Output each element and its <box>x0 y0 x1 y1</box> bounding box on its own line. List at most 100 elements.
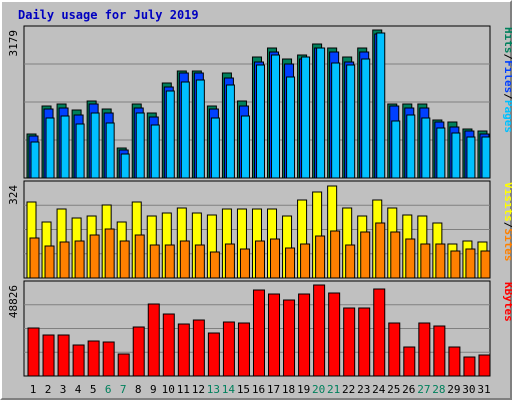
sites-bar <box>29 237 40 279</box>
y-max-label-kbytes: 48826 <box>7 285 20 318</box>
sites-bar <box>480 250 491 279</box>
pages-bar <box>376 32 386 179</box>
x-tick-label: 5 <box>90 383 97 396</box>
x-tick-label: 26 <box>402 383 415 396</box>
pages-bar <box>481 136 491 179</box>
pages-bar <box>150 124 160 179</box>
sites-bar <box>315 235 326 279</box>
kbytes-bar <box>298 293 311 377</box>
pages-bar <box>271 54 281 179</box>
sites-bar <box>450 250 461 279</box>
sites-bar <box>59 241 70 279</box>
kbytes-bar <box>448 346 461 377</box>
sites-bar <box>254 240 265 279</box>
series-label-part: Pages <box>502 100 512 133</box>
kbytes-bar <box>102 341 115 377</box>
x-tick-label: 21 <box>327 383 340 396</box>
x-tick-label: 15 <box>237 383 250 396</box>
x-tick-label: 12 <box>192 383 205 396</box>
sites-bar <box>44 245 55 279</box>
x-tick-label: 13 <box>207 383 220 396</box>
pages-bar <box>75 123 85 179</box>
x-tick-label: 27 <box>417 383 430 396</box>
series-label-part: / <box>502 93 512 100</box>
pages-bar <box>391 120 401 179</box>
sites-bar <box>239 248 250 279</box>
x-tick-label: 4 <box>75 383 82 396</box>
kbytes-bar <box>388 322 401 377</box>
series-label-part: Sites <box>502 228 512 261</box>
y-max-label-hits-files-pages: 3179 <box>7 30 20 57</box>
sites-bar <box>300 243 311 279</box>
x-tick-label: 31 <box>477 383 490 396</box>
kbytes-bar <box>177 323 190 377</box>
x-tick-label: 19 <box>297 383 310 396</box>
x-tick-label: 14 <box>222 383 236 396</box>
pages-bar <box>406 114 416 179</box>
series-label-part: / <box>502 54 512 61</box>
sites-bar <box>89 234 100 279</box>
x-tick-label: 18 <box>282 383 295 396</box>
x-tick-label: 1 <box>30 383 37 396</box>
pages-bar <box>45 117 55 179</box>
x-tick-label: 16 <box>252 383 265 396</box>
sites-bar <box>405 238 416 279</box>
x-tick-label: 17 <box>267 383 280 396</box>
x-tick-label: 10 <box>162 383 175 396</box>
x-tick-label: 3 <box>60 383 67 396</box>
pages-bar <box>195 79 205 179</box>
pages-bar <box>120 153 130 179</box>
sites-bar <box>134 234 145 279</box>
kbytes-bar <box>418 322 431 377</box>
kbytes-bar <box>403 346 416 377</box>
kbytes-bar <box>192 319 205 377</box>
x-tick-label: 6 <box>105 383 112 396</box>
sites-bar <box>179 240 190 279</box>
sites-bar <box>390 231 401 279</box>
y-max-label-visits-sites: 324 <box>7 185 20 205</box>
kbytes-bar <box>313 284 326 377</box>
series-label-part: Visits <box>502 182 512 222</box>
sites-bar <box>74 240 85 279</box>
sites-bar <box>375 222 386 279</box>
pages-bar <box>466 136 476 179</box>
pages-bar <box>240 115 250 179</box>
kbytes-bar <box>42 334 55 377</box>
kbytes-bar <box>237 322 250 377</box>
pages-bar <box>255 64 265 179</box>
kbytes-bar <box>132 326 145 377</box>
pages-bar <box>30 141 40 179</box>
x-tick-label: 9 <box>150 383 157 396</box>
pages-bar <box>135 112 145 179</box>
pages-bar <box>180 81 190 179</box>
x-tick-label: 11 <box>177 383 190 396</box>
sites-bar <box>330 230 341 279</box>
series-label-visits-sites: Visits/Sites <box>502 182 512 262</box>
x-tick-label: 2 <box>45 383 52 396</box>
sites-bar <box>104 228 115 279</box>
sites-bar <box>209 251 220 279</box>
kbytes-bar <box>343 307 356 377</box>
kbytes-bar <box>162 313 175 377</box>
x-tick-label: 8 <box>135 383 142 396</box>
kbytes-bar <box>27 327 40 377</box>
kbytes-bar <box>283 299 296 377</box>
pages-bar <box>90 112 100 179</box>
pages-bar <box>361 58 371 179</box>
pages-bar <box>60 115 70 179</box>
pages-bar <box>421 117 431 179</box>
series-label-part: / <box>502 222 512 229</box>
sites-bar <box>194 244 205 279</box>
series-label-part: Hits <box>502 27 512 54</box>
pages-bar <box>316 47 326 179</box>
chart-title: Daily usage for July 2019 <box>18 8 199 22</box>
x-tick-label: 25 <box>387 383 400 396</box>
kbytes-bar <box>373 288 386 377</box>
kbytes-bar <box>87 340 100 377</box>
pages-bar <box>105 122 115 179</box>
series-label-kbytes: KBytes <box>502 282 512 322</box>
x-tick-label: 30 <box>462 383 475 396</box>
kbytes-bar <box>463 356 476 377</box>
x-tick-label: 22 <box>342 383 355 396</box>
